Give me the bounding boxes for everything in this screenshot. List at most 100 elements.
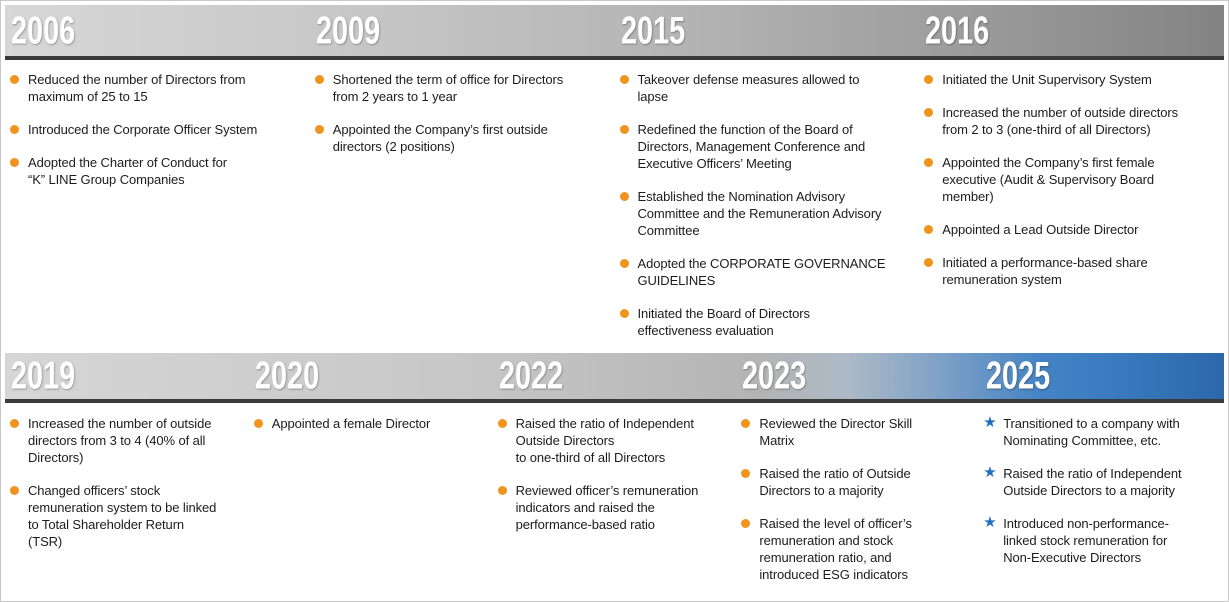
bullet-dot-icon <box>9 154 28 167</box>
band-cell-2016: 2016 <box>919 5 1224 56</box>
bullet-dot-icon <box>924 158 934 167</box>
timeline-item-text: Raised the ratio of Outside Directors to… <box>759 466 911 498</box>
year-label-2009: 2009 <box>315 8 380 52</box>
timeline-band-row2: 2019 2020 2022 2023 2025 <box>5 353 1224 403</box>
timeline-item: Appointed the Company’s first female exe… <box>923 154 1214 205</box>
bullet-dot-icon <box>740 465 759 478</box>
star-icon: ★ <box>983 465 1003 481</box>
timeline-item-text: Appointed the Company’s first outside di… <box>332 122 548 154</box>
timeline-item-text: Shortened the term of office for Directo… <box>332 72 564 104</box>
timeline-item: Raised the ratio of Outside Directors to… <box>740 465 972 499</box>
timeline-content-row1: Reduced the number of Directors from max… <box>5 60 1224 353</box>
bullet-dot-icon <box>497 486 507 495</box>
year-column-2015: Takeover defense measures allowed to lap… <box>615 71 920 353</box>
bullet-dot-icon <box>253 419 263 428</box>
timeline-item-text: Reviewed officer’s remuneration indicato… <box>515 483 699 532</box>
band-cell-2023: 2023 <box>736 353 980 399</box>
band-cell-2019: 2019 <box>5 353 249 399</box>
timeline-item: Raised the ratio of Independent Outside … <box>497 415 729 466</box>
timeline-item: Increased the number of outside director… <box>923 104 1214 138</box>
star-icon: ★ <box>983 414 997 431</box>
timeline-item-text: Increased the number of outside director… <box>28 416 212 465</box>
year-label-2022: 2022 <box>498 354 563 397</box>
timeline-item-text: Takeover defense measures allowed to lap… <box>637 72 860 104</box>
bullet-dot-icon <box>9 71 28 84</box>
timeline-item-text: Raised the ratio of Independent Outside … <box>1003 466 1182 498</box>
timeline-item: Established the Nomination Advisory Comm… <box>619 188 910 239</box>
timeline-item-text: Adopted the Charter of Conduct for “K” L… <box>28 155 227 187</box>
timeline-item-text: Appointed a female Director <box>271 416 431 431</box>
year-column-2023: Reviewed the Director Skill Matrix Raised… <box>736 415 980 599</box>
bullet-dot-icon <box>619 125 629 134</box>
timeline-item: ★ Introduced non-performance- linked stoc… <box>983 514 1216 566</box>
bullet-dot-icon <box>924 75 934 84</box>
timeline-item-text: Redefined the function of the Board of D… <box>637 122 866 171</box>
timeline-item-text: Initiated the Unit Supervisory System <box>942 72 1152 87</box>
bullet-dot-icon <box>923 71 942 84</box>
timeline-item: Raised the level of officer’s remunerati… <box>740 515 972 583</box>
band-cell-2006: 2006 <box>5 5 310 56</box>
year-column-2006: Reduced the number of Directors from max… <box>5 71 310 353</box>
bullet-dot-icon <box>741 519 751 528</box>
timeline-item: Takeover defense measures allowed to lap… <box>619 71 910 105</box>
timeline-item: Adopted the CORPORATE GOVERNANCE GUIDELI… <box>619 255 910 289</box>
timeline-item: Introduced the Corporate Officer System <box>9 121 300 138</box>
timeline-item: Reduced the number of Directors from max… <box>9 71 300 105</box>
bullet-dot-icon <box>740 415 759 428</box>
timeline-item: Initiated a performance-based share remu… <box>923 254 1214 288</box>
timeline-item-text: Initiated the Board of Directors effecti… <box>637 306 810 338</box>
bullet-dot-icon <box>741 469 751 478</box>
timeline-item-text: Reduced the number of Directors from max… <box>28 72 246 104</box>
bullet-dot-icon <box>10 75 19 84</box>
bullet-dot-icon <box>740 515 759 528</box>
bullet-dot-icon <box>924 108 934 117</box>
bullet-dot-icon <box>923 254 942 267</box>
band-cell-2025: 2025 <box>980 353 1224 399</box>
bullet-dot-icon <box>619 75 629 84</box>
year-label-2016: 2016 <box>925 8 990 52</box>
bullet-dot-icon <box>619 259 629 268</box>
timeline-item-text: Introduced non-performance- linked stock… <box>1003 516 1169 565</box>
year-column-2009: Shortened the term of office for Directo… <box>310 71 615 353</box>
timeline-item-text: Introduced the Corporate Officer System <box>28 122 258 137</box>
year-label-2023: 2023 <box>742 354 807 397</box>
bullet-dot-icon <box>619 188 638 201</box>
timeline-item: Changed officers’ stock remuneration sys… <box>9 482 241 550</box>
timeline-item: Appointed the Company’s first outside di… <box>314 121 605 155</box>
year-label-2020: 2020 <box>254 354 320 397</box>
bullet-dot-icon <box>9 121 28 134</box>
bullet-dot-icon <box>923 154 942 167</box>
bullet-dot-icon <box>619 305 638 318</box>
bullet-dot-icon <box>924 225 934 234</box>
bullet-dot-icon <box>497 482 516 495</box>
bullet-dot-icon <box>10 419 19 428</box>
year-column-2020: Appointed a female Director <box>249 415 493 599</box>
bullet-dot-icon <box>9 415 28 428</box>
year-column-2022: Raised the ratio of Independent Outside … <box>493 415 737 599</box>
timeline-item-text: Changed officers’ stock remuneration sys… <box>28 483 217 549</box>
star-icon: ★ <box>983 514 997 531</box>
timeline-row-1: 2006 2009 2015 2016 Reduced the number of Di… <box>5 5 1224 353</box>
timeline-item: ★ Transitioned to a company with Nominati… <box>983 414 1216 449</box>
bullet-dot-icon <box>619 71 638 84</box>
timeline-item: Adopted the Charter of Conduct for “K” L… <box>9 154 300 188</box>
bullet-dot-icon <box>10 486 19 495</box>
timeline-item: Increased the number of outside director… <box>9 415 241 466</box>
timeline-item: Reviewed the Director Skill Matrix <box>740 415 972 449</box>
timeline-content-row2: Increased the number of outside director… <box>5 403 1224 599</box>
bullet-dot-icon <box>619 121 638 134</box>
year-label-2025: 2025 <box>986 354 1051 397</box>
bullet-dot-icon <box>923 104 942 117</box>
year-label-2006: 2006 <box>11 8 76 52</box>
band-cell-2009: 2009 <box>310 5 615 56</box>
timeline-band-row1: 2006 2009 2015 2016 <box>5 5 1224 60</box>
bullet-dot-icon <box>10 158 19 167</box>
bullet-dot-icon <box>741 419 751 428</box>
bullet-dot-icon <box>314 71 333 84</box>
timeline-item: Initiated the Board of Directors effecti… <box>619 305 910 339</box>
timeline-item-text: Appointed the Company’s first female exe… <box>942 155 1155 204</box>
bullet-dot-icon <box>923 221 942 234</box>
year-column-2019: Increased the number of outside director… <box>5 415 249 599</box>
bullet-dot-icon <box>497 415 516 428</box>
